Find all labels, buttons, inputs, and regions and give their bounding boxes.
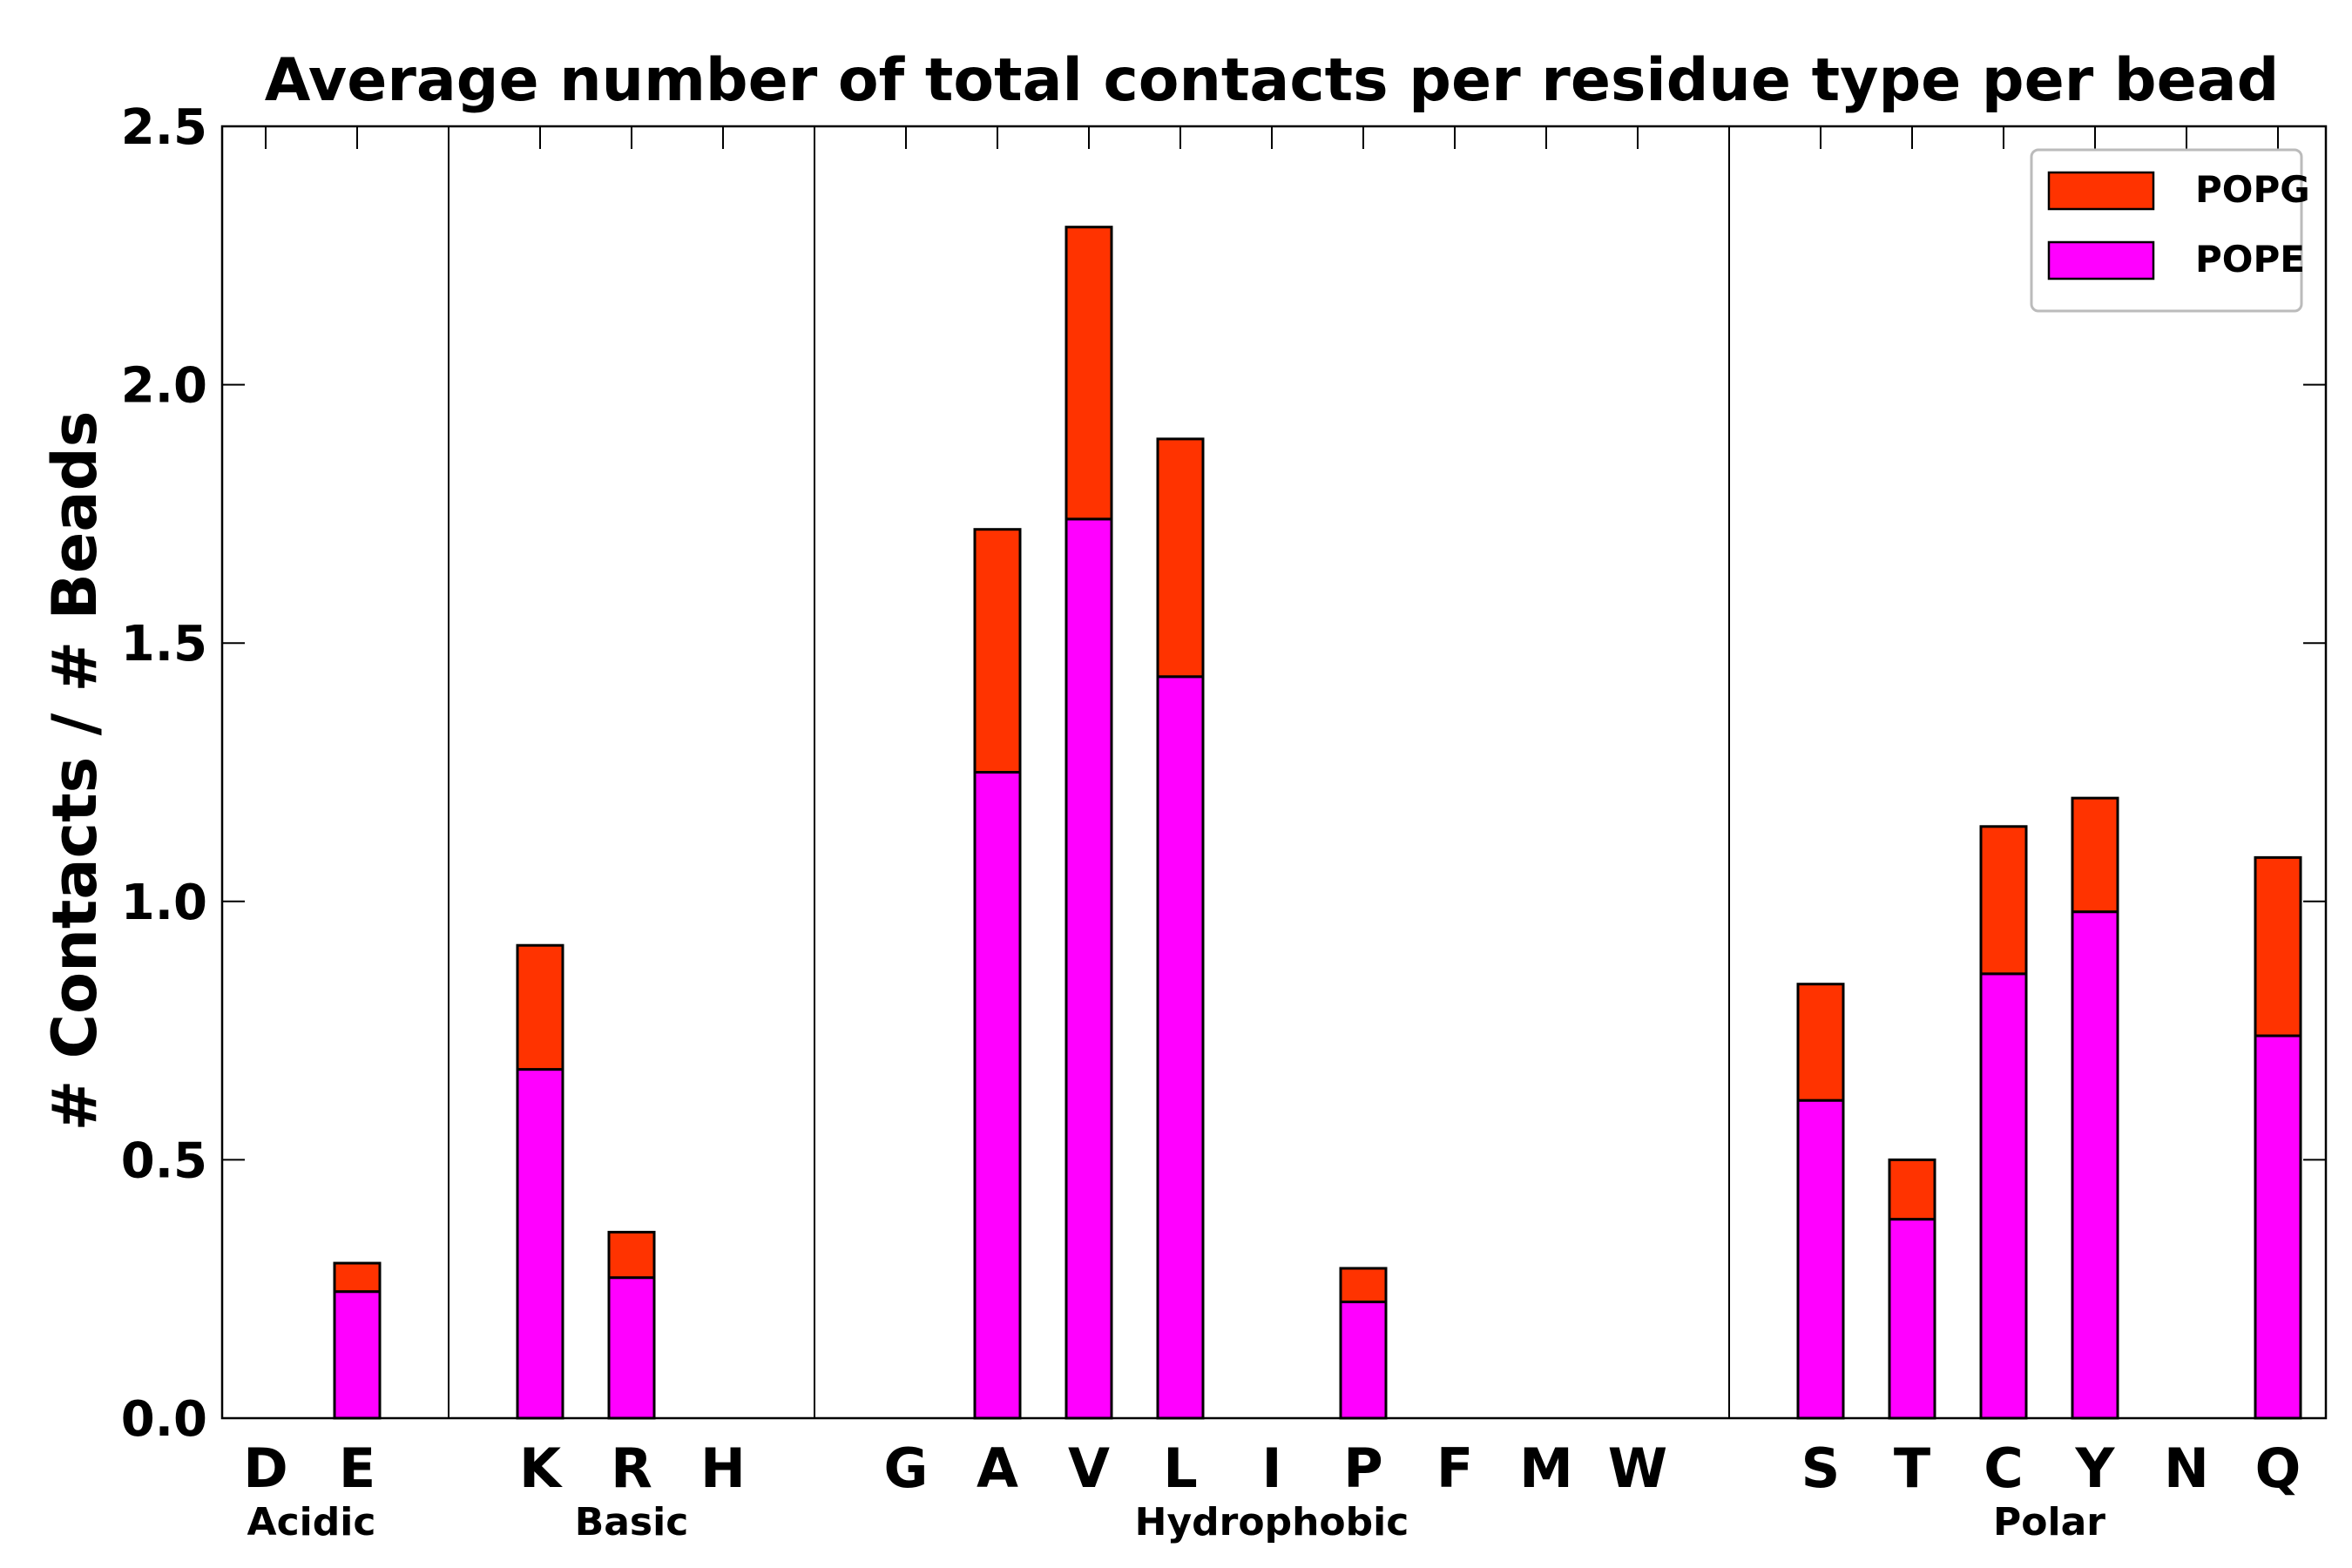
y-axis-label: # Contacts / # Beads: [39, 411, 111, 1132]
x-tick-label-T: T: [1894, 1436, 1930, 1500]
bar-popg-Q: [2254, 855, 2302, 1037]
x-tick-label-M: M: [1519, 1436, 1573, 1500]
legend-label-pope: POPE: [2195, 238, 2305, 280]
group-label-basic: Basic: [575, 1500, 689, 1544]
bar-pope-R: [607, 1276, 656, 1420]
legend-swatch-pope: [2047, 240, 2155, 280]
x-tick-label-H: H: [700, 1436, 746, 1500]
bar-pope-L: [1156, 675, 1205, 1420]
y-tick-label: 2.5: [121, 99, 207, 156]
x-tick-label-D: D: [243, 1436, 287, 1500]
plot-area-frame: [220, 125, 2328, 1420]
bar-popg-A: [973, 528, 1022, 774]
bar-pope-A: [973, 771, 1022, 1420]
bar-popg-R: [607, 1230, 656, 1280]
bar-pope-S: [1796, 1098, 1845, 1420]
y-tick-label: 0.0: [121, 1391, 207, 1448]
chart-title: Average number of total contacts per res…: [265, 46, 2280, 115]
legend: POPG POPE: [2030, 148, 2310, 313]
group-label-acidic: Acidic: [247, 1500, 376, 1544]
x-tick-label-E: E: [339, 1436, 375, 1500]
x-tick-label-S: S: [1801, 1436, 1841, 1500]
bar-pope-T: [1888, 1218, 1936, 1420]
x-tick-label-K: K: [519, 1436, 563, 1500]
group-label-hydrophobic: Hydrophobic: [1135, 1500, 1409, 1544]
legend-label-popg: POPG: [2195, 168, 2310, 211]
x-tick-label-V: V: [1068, 1436, 1110, 1500]
bar-pope-K: [516, 1068, 564, 1420]
bar-popg-T: [1888, 1158, 1936, 1221]
bar-pope-E: [333, 1290, 382, 1420]
y-tick-labels: 0.0 0.5 1.0 1.5 2.0 2.5: [121, 99, 207, 1448]
y-tick-label: 1.0: [121, 875, 207, 931]
group-label-polar: Polar: [1993, 1500, 2105, 1544]
x-tick-label-W: W: [1608, 1436, 1667, 1500]
x-tick-label-G: G: [884, 1436, 929, 1500]
x-tick-label-N: N: [2164, 1436, 2209, 1500]
bar-pope-Q: [2254, 1034, 2302, 1420]
x-tick-label-Q: Q: [2255, 1436, 2301, 1500]
group-dividers: [448, 126, 1730, 1418]
x-tick-label-Y: Y: [2075, 1436, 2116, 1500]
x-tick-label-A: A: [977, 1436, 1018, 1500]
x-tick-label-P: P: [1343, 1436, 1382, 1500]
bar-pope-P: [1339, 1301, 1388, 1420]
bar-popg-V: [1064, 226, 1113, 521]
group-labels: Acidic Basic Hydrophobic Polar: [247, 1500, 2106, 1544]
bar-popg-P: [1339, 1267, 1388, 1304]
x-tick-label-C: C: [1984, 1436, 2024, 1500]
legend-swatch-popg: [2047, 171, 2155, 211]
x-tick-label-L: L: [1163, 1436, 1198, 1500]
bar-pope-C: [1979, 972, 2028, 1420]
bar-popg-S: [1796, 983, 1845, 1102]
y-tick-label: 0.5: [121, 1132, 207, 1189]
y-tick-label: 1.5: [121, 616, 207, 672]
x-tick-label-F: F: [1436, 1436, 1473, 1500]
bar-popg-K: [516, 943, 564, 1071]
y-tick-label: 2.0: [121, 358, 207, 415]
bar-popg-E: [333, 1261, 382, 1294]
bar-pope-Y: [2071, 910, 2119, 1420]
bar-popg-L: [1156, 437, 1205, 679]
bar-popg-Y: [2071, 796, 2119, 914]
x-tick-label-I: I: [1261, 1436, 1281, 1500]
bar-popg-C: [1979, 825, 2028, 976]
bar-pope-V: [1064, 517, 1113, 1420]
x-tick-label-R: R: [611, 1436, 652, 1500]
bars-layer: [243, 226, 2302, 1420]
